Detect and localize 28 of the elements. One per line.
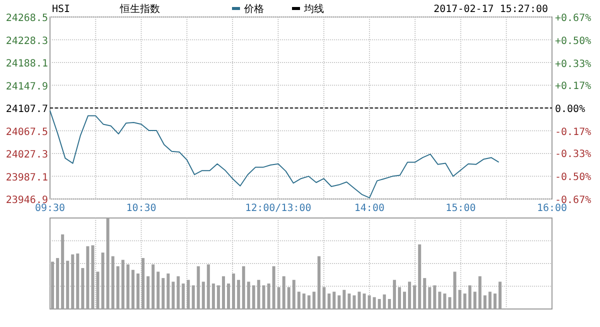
y2-tick-label: 0.00% bbox=[555, 104, 586, 115]
legend-label: 价格 bbox=[243, 3, 264, 15]
y-tick-label: 23987.1 bbox=[6, 172, 48, 184]
y2-tick-label: +0.17% bbox=[555, 80, 592, 92]
y2-tick-label: -0.33% bbox=[555, 148, 592, 160]
x-tick-label: 15:00 bbox=[446, 203, 476, 214]
y-tick-label: 24027.3 bbox=[6, 150, 48, 160]
y2-tick-label: -0.17% bbox=[555, 127, 592, 138]
y-tick-label: 24147.9 bbox=[6, 81, 48, 92]
x-tick-label: 14:00 bbox=[354, 203, 385, 214]
y2-tick-label: +0.67% bbox=[555, 13, 592, 24]
chart-subtitle: 2017-02-17 15:27:00 bbox=[434, 4, 548, 15]
x-tick-label: 10:30 bbox=[126, 203, 156, 214]
legend-label: 均线 bbox=[303, 3, 324, 15]
x-tick-label: 16:00 bbox=[536, 203, 568, 214]
y2-tick-label: +0.33% bbox=[555, 59, 592, 70]
x-tick-label: 09:30 bbox=[34, 203, 66, 214]
y-tick-label: 24067.5 bbox=[6, 126, 48, 138]
y-tick-label: 24107.7 bbox=[6, 104, 48, 115]
text: HSI bbox=[52, 4, 70, 15]
y-tick-label: 24228.3 bbox=[6, 36, 48, 47]
x-tick-label: 12:00/13:00 bbox=[245, 203, 312, 214]
chart-title: 恒生指数 bbox=[119, 3, 160, 15]
y-tick-label: 24268.5 bbox=[6, 13, 48, 24]
y-tick-label: 24188.1 bbox=[6, 58, 48, 70]
y2-tick-label: -0.50% bbox=[555, 172, 592, 183]
line-series bbox=[50, 110, 500, 198]
y2-tick-label: +0.50% bbox=[555, 36, 592, 48]
